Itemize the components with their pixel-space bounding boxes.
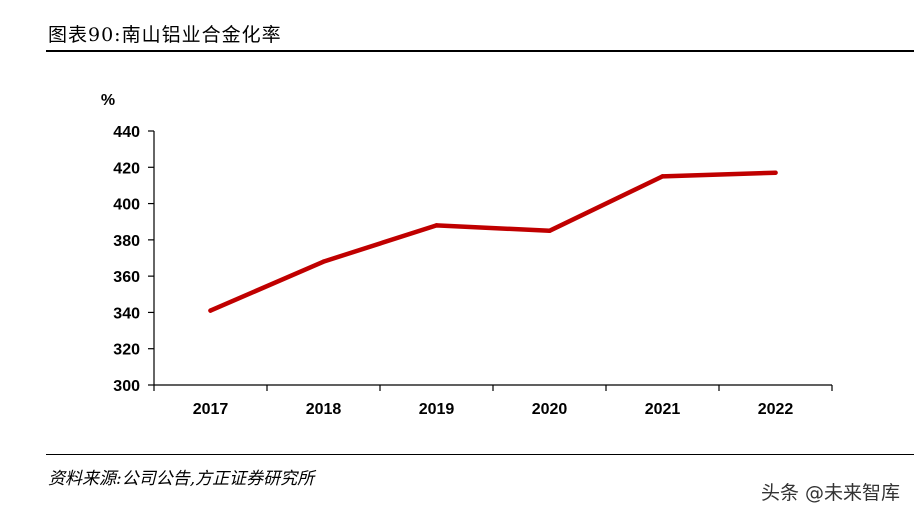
x-tick-label: 2017 <box>193 401 229 418</box>
x-tick-label: 2021 <box>645 401 681 418</box>
y-tick-label: 440 <box>113 124 140 141</box>
data-point <box>321 259 326 264</box>
y-tick-label: 420 <box>113 160 140 177</box>
y-tick-label: 360 <box>113 269 140 286</box>
data-point <box>434 223 439 228</box>
x-tick-label: 2022 <box>758 401 794 418</box>
y-axis-ticks: 300 320 340 360 380 400 420 440 <box>113 124 154 395</box>
y-axis-unit-label: % <box>101 92 115 109</box>
series-line <box>208 170 778 313</box>
data-point <box>660 174 665 179</box>
data-point <box>547 228 552 233</box>
y-tick-label: 340 <box>113 305 140 322</box>
x-tick-label: 2018 <box>306 401 342 418</box>
y-tick-label: 320 <box>113 342 140 359</box>
data-point <box>208 308 213 313</box>
bottom-rule <box>46 454 914 455</box>
source-note: 资料来源:公司公告,方正证券研究所 <box>48 469 315 489</box>
x-axis-ticks: 2017 2018 2019 2020 2021 2022 <box>153 385 833 418</box>
watermark: 头条 @未来智库 <box>760 482 900 504</box>
y-tick-label: 380 <box>113 233 140 250</box>
chart-series <box>208 170 778 313</box>
chart-title: 图表90:南山铝业合金化率 <box>48 24 282 46</box>
x-tick-label: 2020 <box>532 401 568 418</box>
chart-axes: % <box>101 92 832 386</box>
data-point <box>773 170 778 175</box>
y-tick-label: 400 <box>113 197 140 214</box>
x-tick-label: 2019 <box>419 401 455 418</box>
top-rule <box>46 50 914 52</box>
y-tick-label: 300 <box>113 378 140 395</box>
